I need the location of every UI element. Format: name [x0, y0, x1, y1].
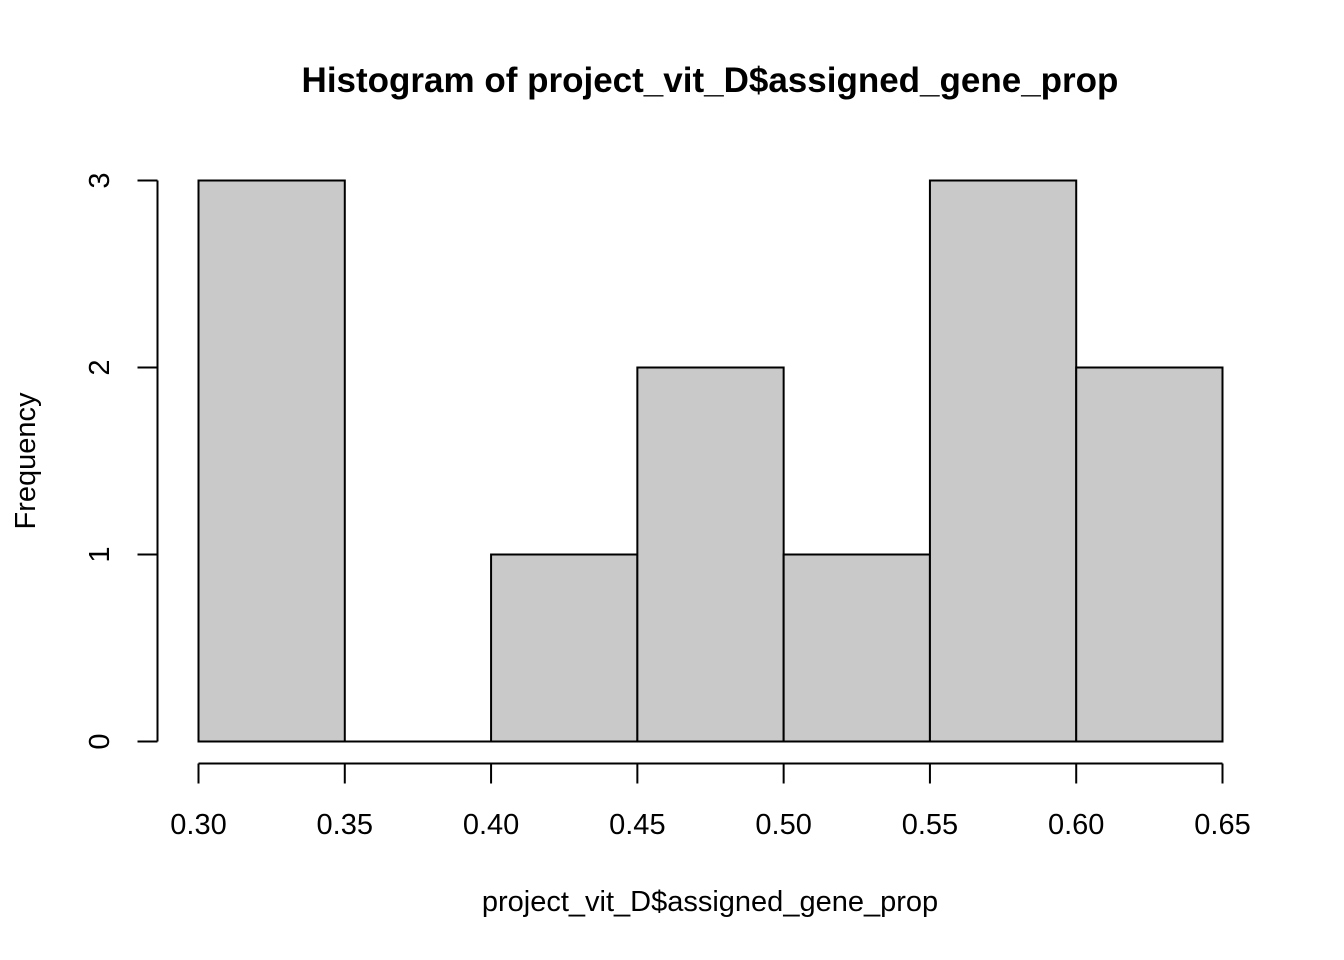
- x-tick-label: 0.65: [1194, 809, 1250, 841]
- x-tick-label: 0.60: [1048, 809, 1104, 841]
- x-tick-label: 0.45: [609, 809, 665, 841]
- chart-title: Histogram of project_vit_D$assigned_gene…: [302, 61, 1119, 100]
- y-tick-label: 2: [84, 359, 116, 375]
- x-tick-label: 0.55: [902, 809, 958, 841]
- y-axis-label: Frequency: [10, 392, 42, 530]
- x-axis-label: project_vit_D$assigned_gene_prop: [482, 886, 938, 918]
- y-tick-label: 0: [84, 733, 116, 749]
- x-tick-label: 0.40: [463, 809, 519, 841]
- histogram-bar: [1075, 366, 1224, 743]
- y-tick-label: 3: [84, 172, 116, 188]
- bars-group: [197, 179, 1224, 743]
- histogram-bar: [636, 366, 785, 743]
- histogram-bar: [197, 179, 346, 743]
- y-axis: 0 1 2 3: [84, 172, 159, 750]
- histogram-bar: [490, 553, 639, 743]
- x-tick-label: 0.30: [170, 809, 226, 841]
- y-ticks: 0 1 2 3: [84, 172, 158, 750]
- x-tick-label: 0.50: [755, 809, 811, 841]
- x-tick-label: 0.35: [317, 809, 373, 841]
- x-axis: 0.30 0.35 0.40 0.45 0.50 0.55 0.60 0.65: [170, 762, 1251, 841]
- x-ticks: 0.30 0.35 0.40 0.45 0.50 0.55 0.60 0.65: [170, 763, 1251, 841]
- histogram-bar: [928, 179, 1078, 743]
- y-tick-label: 1: [84, 546, 116, 562]
- histogram-bar: [782, 553, 931, 743]
